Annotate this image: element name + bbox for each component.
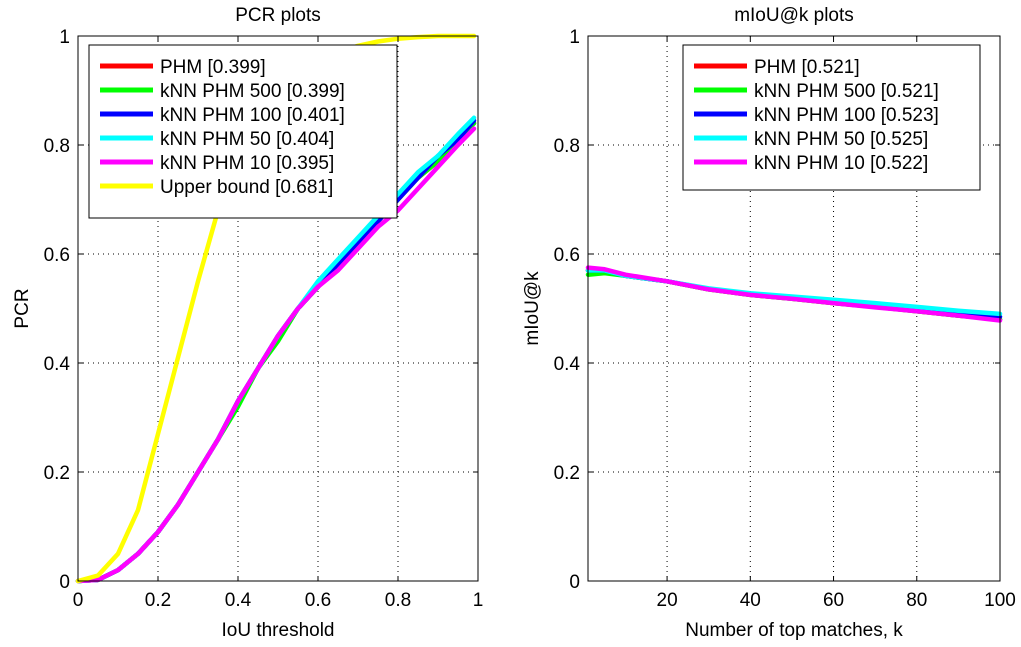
chart-title: mIoU@k plots: [734, 5, 854, 26]
legend-box: [682, 44, 981, 191]
y-tick-label: 1: [569, 27, 580, 48]
y-tick-label: 0.6: [44, 245, 70, 266]
x-tick-label: 0: [73, 590, 84, 611]
x-tick-label: 60: [823, 590, 844, 611]
y-tick-label: 0: [569, 572, 580, 593]
y-tick-label: 0.4: [554, 354, 581, 375]
legend-entry: kNN PHM 50 [0.404]: [160, 129, 334, 150]
legend: PHM [0.399] kNN PHM 500 [0.399] kNN PHM 10…: [88, 44, 398, 219]
legend-box: [88, 44, 398, 219]
y-axis-label: mIoU@k: [522, 271, 543, 346]
legend-entry: kNN PHM 500 [0.521]: [754, 81, 939, 102]
x-tick-label: 1: [473, 590, 484, 611]
series-line: [75, 126, 477, 584]
legend-entry: kNN PHM 10 [0.522]: [754, 153, 928, 174]
y-tick-label: 0.8: [44, 136, 70, 157]
y-tick-label: 0: [59, 572, 70, 593]
legend-entry: kNN PHM 100 [0.401]: [160, 105, 345, 126]
legend-entry: Upper bound [0.681]: [160, 177, 333, 198]
y-tick-label: 0.4: [44, 354, 71, 375]
x-tick-label: 0.8: [385, 590, 411, 611]
y-tick-label: 0.6: [554, 245, 580, 266]
chart-1: 0 0.2 0.4 0.6 0.8 1 0 0.2 0.4 0.6 0.8 1 PCR plots IoU…: [12, 5, 483, 641]
chart-2: 20 40 60 80 100 0 0.2 0.4 0.6 0.8 1 mIoU@k plots Num…: [522, 5, 1016, 641]
y-tick-label: 0.2: [554, 463, 580, 484]
x-tick-label: 100: [984, 590, 1016, 611]
x-axis-label: IoU threshold: [221, 620, 334, 641]
x-tick-label: 0.6: [305, 590, 331, 611]
legend-entry: PHM [0.399]: [160, 57, 266, 78]
y-tick-label: 1: [59, 27, 70, 48]
x-axis-label: Number of top matches, k: [685, 620, 903, 641]
x-tick-label: 20: [657, 590, 678, 611]
plot-frame: [587, 35, 1001, 582]
y-tick-label: 0.8: [554, 136, 580, 157]
x-tick-label: 0.2: [145, 590, 171, 611]
x-tick-label: 40: [740, 590, 761, 611]
plot-frame: [77, 35, 479, 582]
legend-entry: kNN PHM 10 [0.395]: [160, 153, 334, 174]
legend-entry: kNN PHM 100 [0.523]: [754, 105, 939, 126]
y-axis-label: PCR: [12, 288, 33, 328]
series-line: [585, 265, 1003, 323]
chart-title: PCR plots: [235, 5, 321, 26]
x-tick-label: 80: [906, 590, 927, 611]
legend-entry: kNN PHM 50 [0.525]: [754, 129, 928, 150]
y-tick-label: 0.2: [44, 463, 70, 484]
legend-entry: kNN PHM 500 [0.399]: [160, 81, 345, 102]
legend-entry: PHM [0.521]: [754, 57, 860, 78]
legend: PHM [0.521] kNN PHM 500 [0.521] kNN PHM 10…: [682, 44, 981, 191]
x-tick-label: 0.4: [225, 590, 252, 611]
